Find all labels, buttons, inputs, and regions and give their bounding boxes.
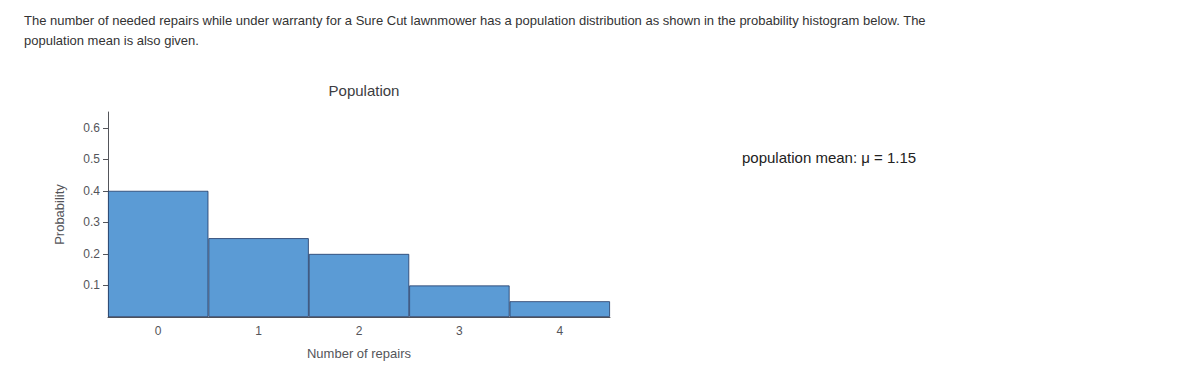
svg-text:2: 2 [356,324,363,338]
svg-text:population mean is also given.: population mean is also given. [24,33,199,48]
svg-text:Population: Population [329,82,400,99]
svg-text:0.6: 0.6 [83,121,100,135]
svg-text:Probability: Probability [52,184,67,245]
svg-text:4: 4 [556,324,563,338]
svg-text:0.2: 0.2 [83,247,100,261]
svg-text:0.1: 0.1 [83,278,100,292]
svg-text:Number of repairs: Number of repairs [307,346,412,361]
svg-text:0.3: 0.3 [83,215,100,229]
svg-text:The number of needed repairs w: The number of needed repairs while under… [24,13,926,28]
svg-text:3: 3 [456,324,463,338]
svg-text:0.5: 0.5 [83,152,100,166]
svg-text:1: 1 [255,324,262,338]
svg-text:population mean: μ = 1.15: population mean: μ = 1.15 [742,149,916,166]
svg-text:0.4: 0.4 [83,184,100,198]
svg-text:0: 0 [155,324,162,338]
